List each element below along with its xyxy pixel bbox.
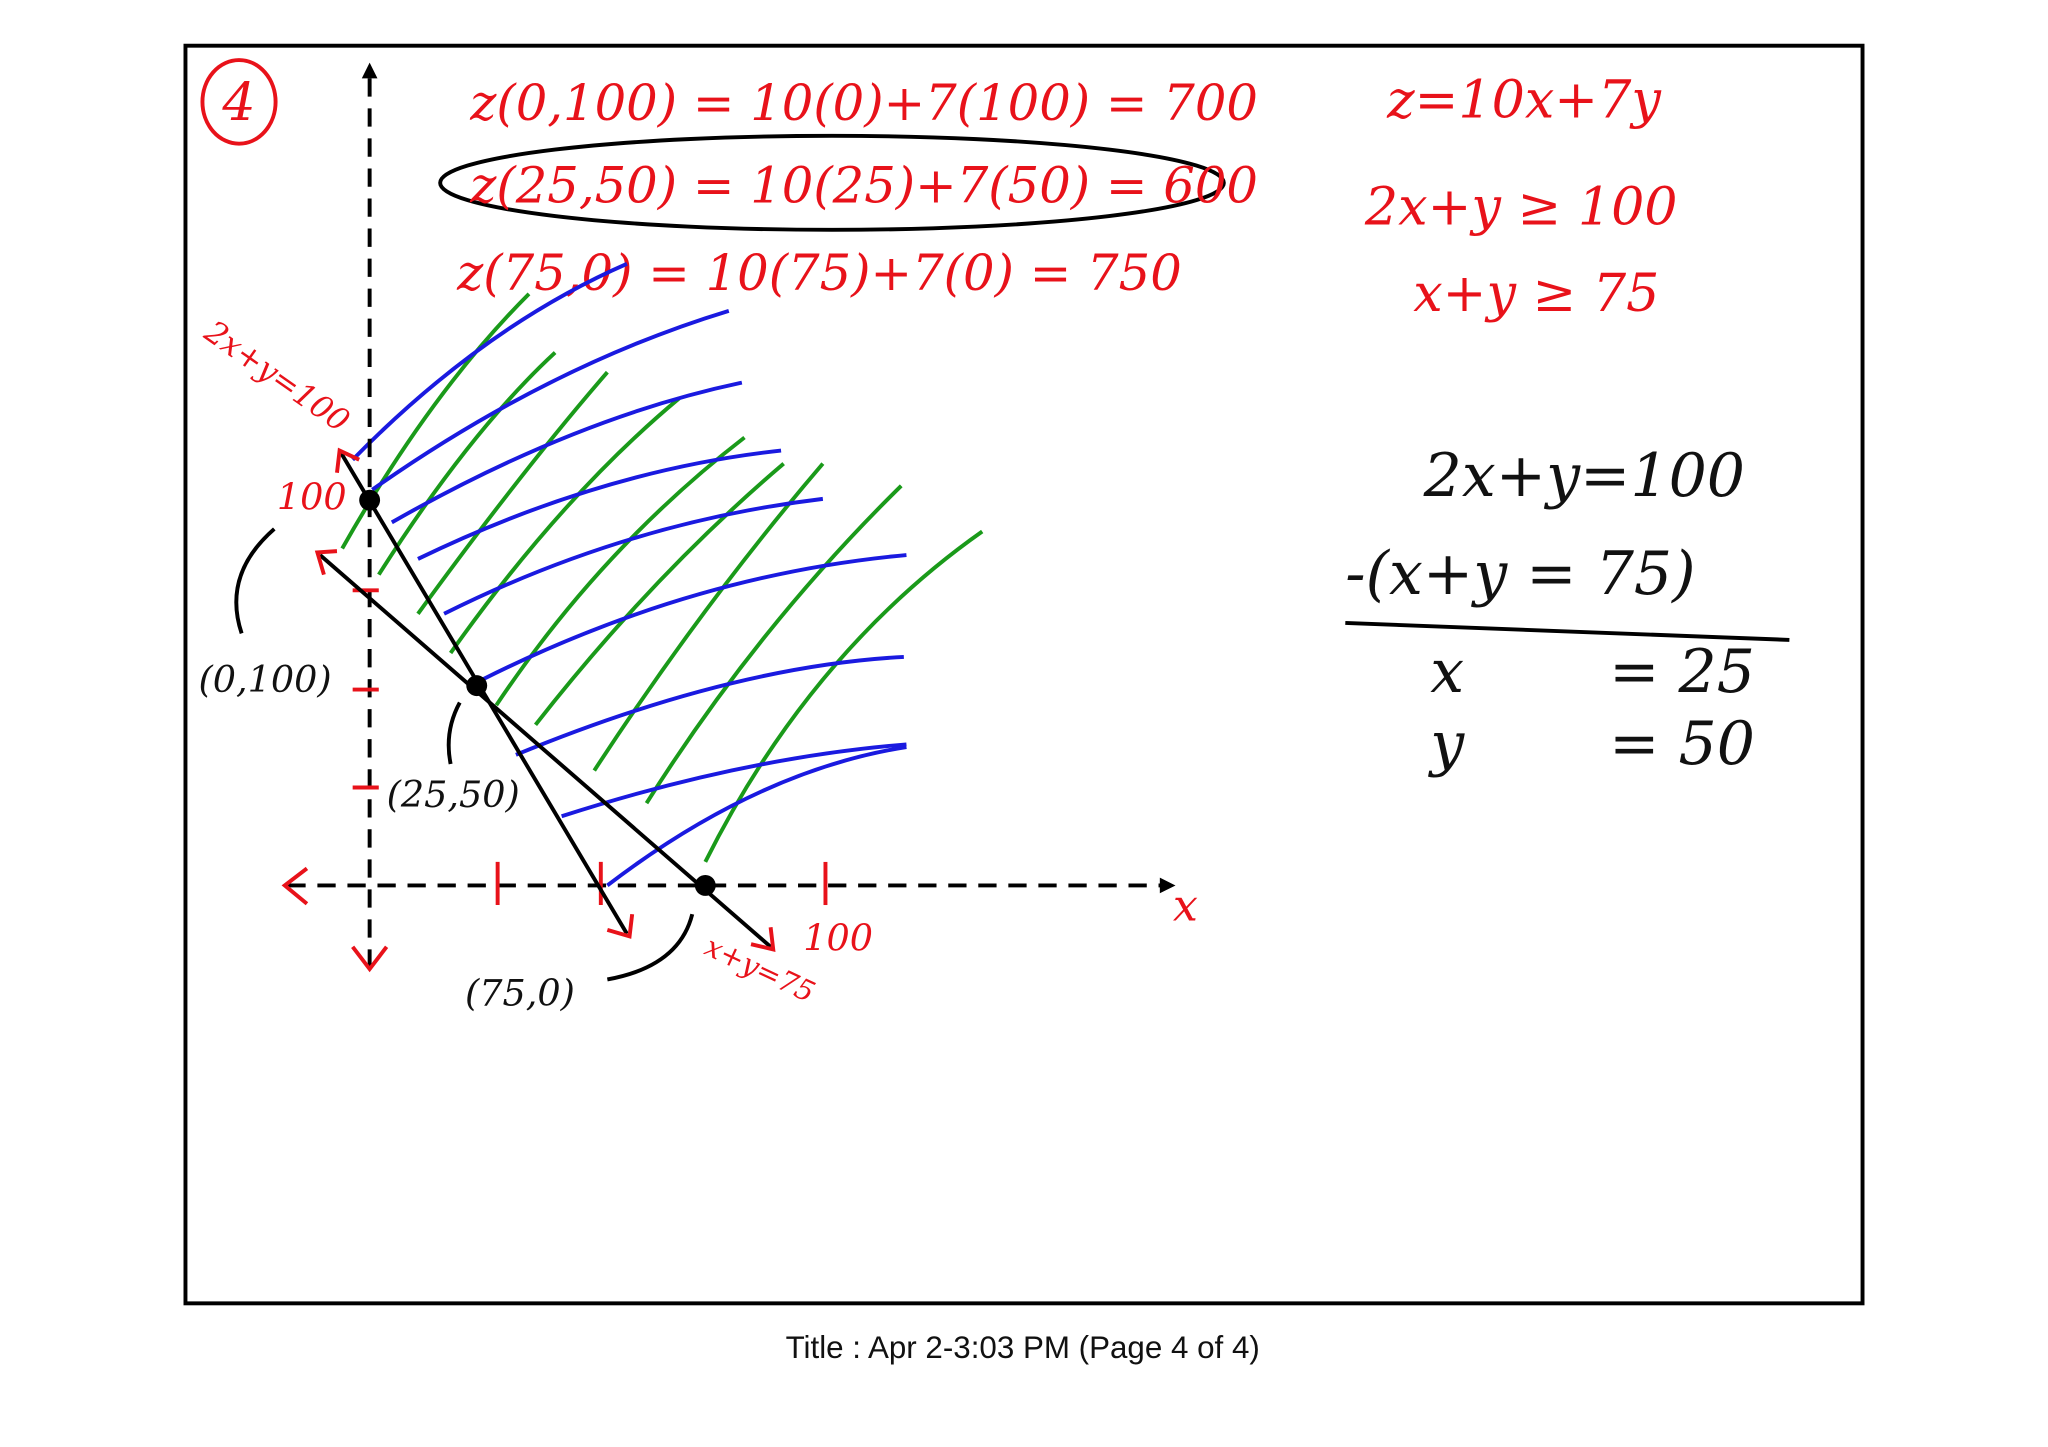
point-label: (0,100) xyxy=(199,658,332,701)
y-tick-label: 100 xyxy=(277,475,347,518)
vertices xyxy=(359,489,716,896)
result-value: = 25 xyxy=(1609,637,1755,707)
blue-hatching xyxy=(351,262,907,887)
number-circle xyxy=(200,58,278,146)
elimination-line: 2x+y=100 xyxy=(1423,441,1745,511)
sum-rule xyxy=(1345,620,1790,642)
answer-ellipse xyxy=(438,133,1226,232)
whiteboard-frame xyxy=(183,43,1865,1306)
evaluation: z(0,100) = 10(0)+7(100) = 700 xyxy=(469,74,1258,132)
axes xyxy=(287,78,1163,967)
constraint: 2x+y ≥ 100 xyxy=(1364,178,1678,238)
axis-label: x xyxy=(1173,881,1198,932)
point-label: (25,50) xyxy=(387,773,520,816)
result-var: x xyxy=(1430,637,1464,707)
footer: Title : Apr 2-3:03 PM (Page 4 of 4) xyxy=(786,1330,1260,1365)
result-var: y xyxy=(1427,709,1465,779)
result-value: = 50 xyxy=(1609,709,1755,779)
point-label: (75,0) xyxy=(465,972,575,1015)
evaluation: z(25,50) = 10(25)+7(50) = 600 xyxy=(469,156,1258,214)
constraint: x+y ≥ 75 xyxy=(1413,264,1659,324)
evaluation: z(75,0) = 10(75)+7(0) = 750 xyxy=(456,244,1182,302)
problem-number: 4 xyxy=(221,73,255,133)
x-tick-label: 100 xyxy=(803,917,873,960)
elimination-line: -(x+y = 75) xyxy=(1345,539,1695,609)
objective: z=10x+7y xyxy=(1386,71,1662,131)
pointer-arrows xyxy=(234,527,695,982)
axis-ticks xyxy=(281,588,828,973)
line-arrows xyxy=(314,447,776,952)
